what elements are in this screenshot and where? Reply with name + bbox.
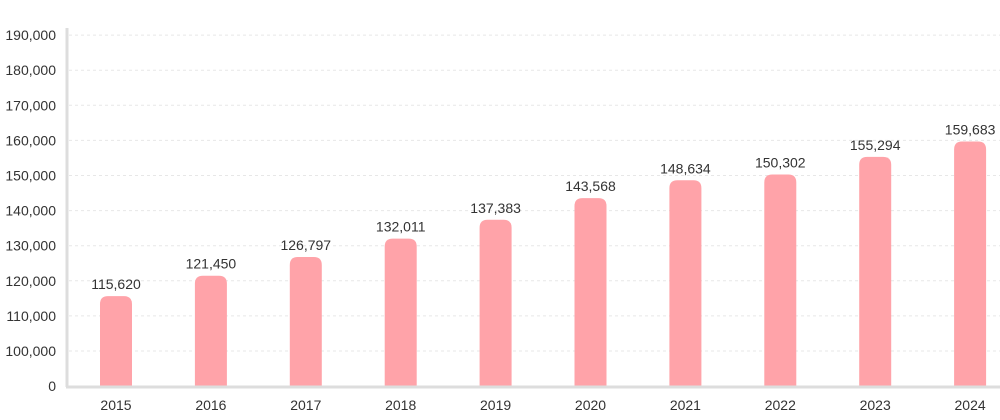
- y-tick-label: 120,000: [5, 273, 56, 289]
- data-label-2021: 148,634: [660, 160, 711, 176]
- x-axis: 2015 2016 2017 2018 2019 2020 2021 2022 2023 2024: [66, 385, 1000, 413]
- y-tick-label: 170,000: [5, 97, 56, 113]
- data-label-2024: 159,683: [945, 122, 996, 138]
- x-tick-label-2024: 2024: [955, 397, 986, 413]
- bar-2024: [954, 141, 987, 386]
- data-label-2022: 150,302: [755, 154, 806, 170]
- bars-layer: [100, 141, 987, 386]
- y-tick-label: 160,000: [5, 132, 56, 148]
- y-tick-label: 0: [48, 378, 56, 394]
- bar-2015: [100, 296, 132, 386]
- bar-2017: [289, 256, 322, 386]
- y-tick-label: 110,000: [6, 308, 56, 324]
- data-label-2017: 126,797: [280, 237, 331, 253]
- x-tick-label-2023: 2023: [860, 397, 891, 413]
- x-tick-label-2015: 2015: [100, 397, 131, 413]
- x-tick-label-2020: 2020: [575, 397, 606, 413]
- grid-layer: [69, 34, 1000, 352]
- x-tick-label-2022: 2022: [765, 397, 796, 413]
- bar-2019: [479, 219, 512, 386]
- data-label-2023: 155,294: [850, 137, 901, 153]
- data-label-2019: 137,383: [470, 200, 521, 216]
- y-tick-label: 180,000: [5, 62, 56, 78]
- bar-2022: [764, 174, 797, 386]
- bar-2016: [194, 275, 227, 386]
- x-tick-label-2021: 2021: [670, 397, 701, 413]
- data-label-2016: 121,450: [186, 256, 237, 272]
- x-tick-label-2017: 2017: [290, 397, 321, 413]
- data-labels-layer: 115,620 121,450 126,797 132,011 137,383 143,5…: [91, 122, 995, 293]
- y-tick-label: 100,000: [5, 343, 56, 359]
- y-tick-label: 130,000: [5, 238, 56, 254]
- bar-2020: [574, 198, 607, 386]
- y-tick-label: 150,000: [5, 168, 56, 184]
- x-tick-label-2018: 2018: [385, 397, 416, 413]
- x-tick-label-2019: 2019: [480, 397, 511, 413]
- bar-2018: [384, 238, 417, 386]
- x-tick-label-2016: 2016: [195, 397, 226, 413]
- data-label-2018: 132,011: [376, 219, 426, 235]
- y-tick-label: 190,000: [5, 27, 56, 43]
- bar-2023: [859, 156, 892, 386]
- data-label-2020: 143,568: [565, 178, 616, 194]
- y-axis: 0 100,000 110,000 120,000 130,000 140,000 150,…: [5, 27, 69, 394]
- data-label-2015: 115,620: [91, 276, 141, 292]
- y-tick-label: 140,000: [5, 203, 56, 219]
- bar-2021: [669, 180, 702, 386]
